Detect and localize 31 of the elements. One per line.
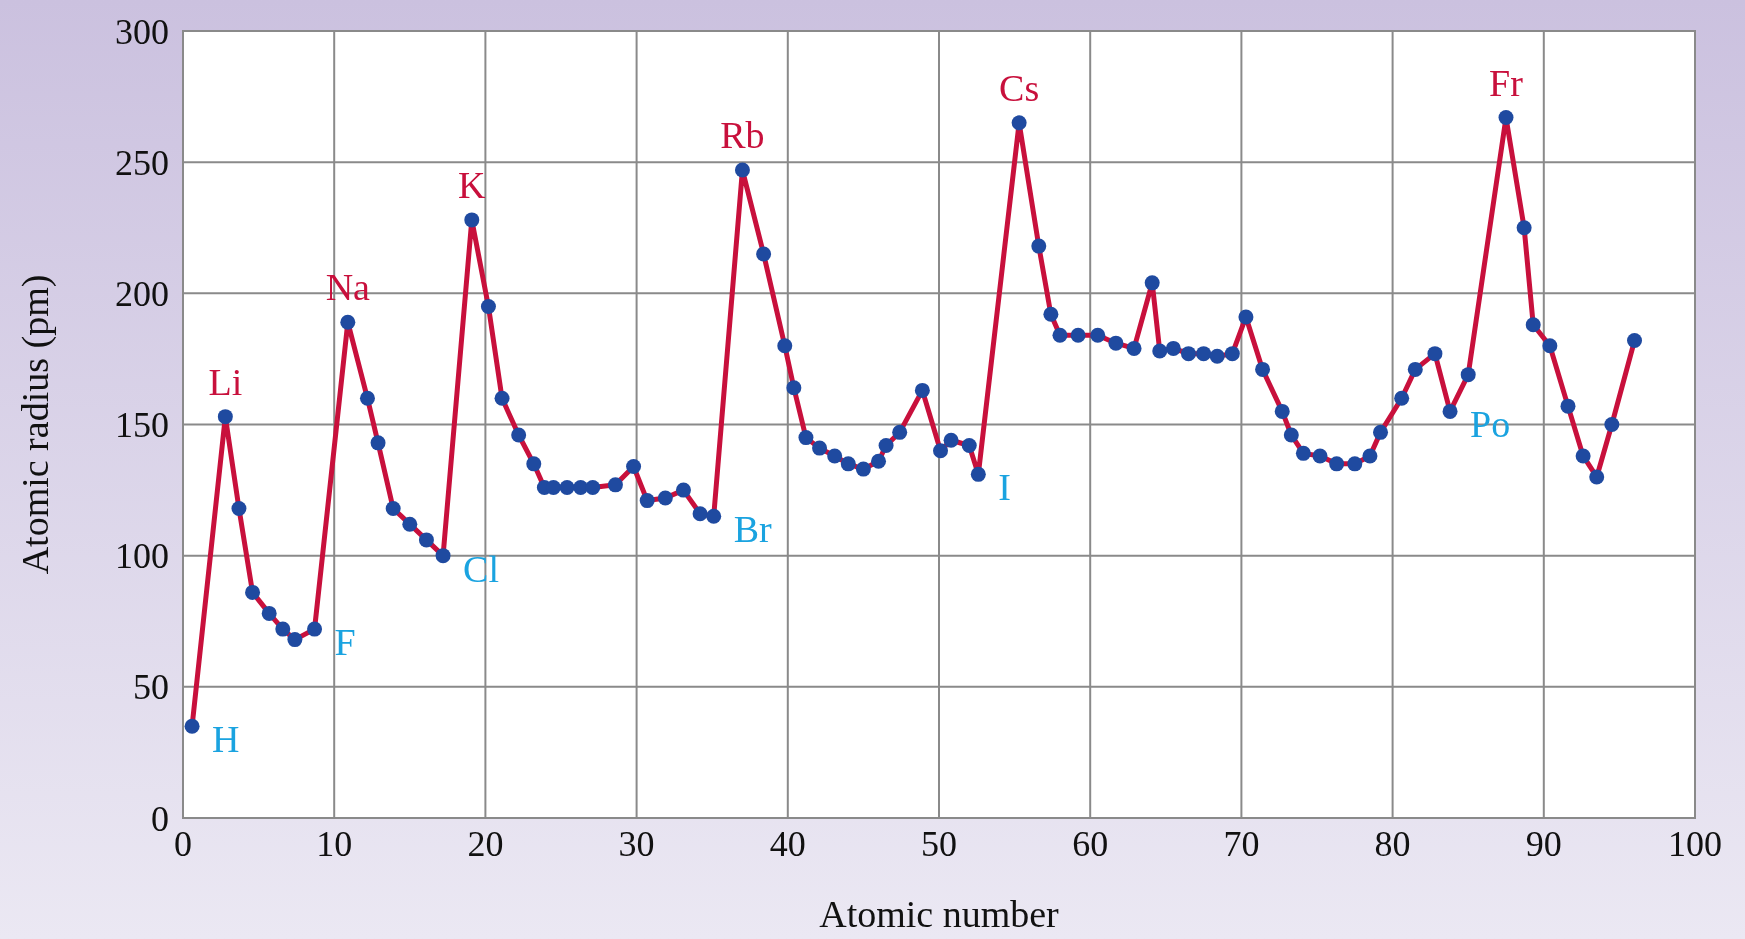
x-tick-label: 10	[316, 824, 353, 864]
annotation: Cs	[999, 66, 1040, 109]
y-tick-label: 300	[115, 11, 169, 52]
x-tick-label: 90	[1525, 824, 1562, 864]
annotation: Na	[325, 266, 371, 309]
x-tick-label: 30	[618, 824, 655, 864]
annotation: I	[998, 466, 1011, 509]
x-tick-label: 20	[467, 824, 504, 864]
y-tick-label: 100	[115, 536, 169, 577]
y-tick-label: 50	[133, 667, 169, 708]
annotation: Po	[1470, 403, 1511, 446]
y-tick-label: 250	[115, 142, 169, 183]
annotation: F	[334, 621, 356, 664]
annotation: Br	[733, 508, 773, 551]
x-tick-label: 70	[1223, 824, 1260, 864]
x-tick-label: 100	[1668, 824, 1722, 864]
y-axis-title: Atomic radius (pm)	[14, 274, 57, 575]
x-tick-label: 40	[769, 824, 806, 864]
x-tick-label: 50	[921, 824, 957, 864]
x-axis-title: Atomic number	[819, 893, 1060, 935]
annotation: Cl	[463, 547, 499, 590]
y-tick-label: 0	[151, 798, 169, 839]
annotation: H	[212, 718, 240, 761]
x-tick-label: 60	[1072, 824, 1109, 864]
annotation: Li	[208, 360, 243, 403]
x-tick-label: 80	[1374, 824, 1411, 864]
y-tick-label: 200	[115, 273, 169, 314]
y-tick-label: 150	[115, 405, 169, 446]
annotation: Fr	[1489, 61, 1524, 104]
annotation: Rb	[720, 114, 765, 157]
annotation: K	[458, 163, 487, 206]
